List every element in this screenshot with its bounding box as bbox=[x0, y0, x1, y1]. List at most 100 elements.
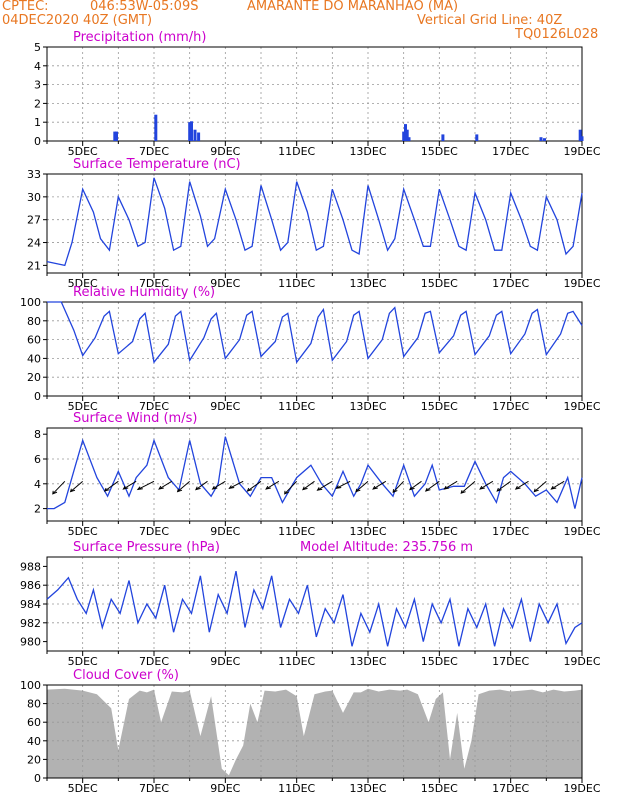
x-tick-label-cloud: 13DEC bbox=[349, 782, 386, 795]
panel-frame-rh bbox=[46, 301, 583, 397]
wind-arrow-head bbox=[284, 490, 289, 495]
wind-arrow-head bbox=[443, 485, 450, 490]
x-tick-label-wind: 9DEC bbox=[210, 525, 240, 538]
y-tick-label-rh: 60 bbox=[27, 334, 41, 347]
y-tick-label-cloud: 80 bbox=[27, 698, 41, 711]
wind-arrow-head bbox=[409, 486, 415, 491]
wind-arrow-head bbox=[302, 486, 308, 491]
x-tick-label-rh: 19DEC bbox=[563, 400, 600, 413]
y-tick-label-precip: 0 bbox=[34, 135, 41, 148]
precip-bar bbox=[441, 134, 445, 141]
panel-title-rh: Relative Humidity (%) bbox=[73, 285, 215, 300]
precip-bar bbox=[580, 136, 584, 141]
x-tick-label-wind: 13DEC bbox=[349, 525, 386, 538]
y-tick-label-wind: 6 bbox=[34, 453, 41, 466]
cloud-cover-area bbox=[47, 688, 582, 778]
header-location: AMARANTE DO MARANHAO (MA) bbox=[247, 0, 459, 14]
x-tick-label-press: 17DEC bbox=[492, 655, 529, 668]
y-tick-label-cloud: 60 bbox=[27, 716, 41, 729]
x-tick-label-wind: 17DEC bbox=[492, 525, 529, 538]
precip-bar bbox=[190, 121, 193, 141]
wind-arrow-shaft bbox=[409, 480, 422, 491]
y-tick-label-press: 980 bbox=[20, 636, 41, 649]
wind-arrow-shaft bbox=[158, 480, 173, 490]
wind-arrow-shaft bbox=[496, 480, 511, 492]
precip-bar bbox=[475, 134, 479, 141]
x-tick-label-rh: 17DEC bbox=[492, 400, 529, 413]
panel-frame-cloud bbox=[46, 684, 583, 779]
y-tick-label-precip: 5 bbox=[34, 41, 41, 54]
x-tick-label-wind: 5DEC bbox=[68, 525, 98, 538]
wind-arrow-head bbox=[355, 488, 361, 493]
x-tick-label-precip: 15DEC bbox=[421, 145, 458, 158]
wind-arrow-shaft bbox=[104, 480, 119, 492]
header-source: CPTEC: bbox=[2, 0, 49, 14]
y-tick-label-rh: 80 bbox=[27, 315, 41, 328]
y-tick-label-cloud: 40 bbox=[27, 735, 41, 748]
x-tick-label-wind: 11DEC bbox=[278, 525, 315, 538]
x-tick-label-press: 9DEC bbox=[210, 655, 240, 668]
precip-bar bbox=[113, 131, 117, 141]
wind-arrow-shaft bbox=[195, 480, 208, 491]
x-tick-label-precip: 5DEC bbox=[68, 145, 98, 158]
precip-bar bbox=[197, 132, 201, 141]
panel-title-press: Surface Pressure (hPa) bbox=[73, 540, 220, 555]
y-tick-label-precip: 3 bbox=[34, 79, 41, 92]
wind-arrow-head bbox=[52, 490, 58, 495]
y-tick-label-precip: 2 bbox=[34, 97, 41, 110]
precip-bar bbox=[154, 114, 158, 141]
panel-title-wind: Surface Wind (m/s) bbox=[73, 411, 197, 426]
x-tick-label-rh: 13DEC bbox=[349, 400, 386, 413]
panel-subtitle-press: Model Altitude: 235.756 m bbox=[300, 540, 473, 555]
x-tick-label-rh: 9DEC bbox=[210, 400, 240, 413]
x-tick-label-cloud: 17DEC bbox=[492, 782, 529, 795]
rh-series-line bbox=[47, 301, 583, 364]
x-tick-label-rh: 5DEC bbox=[68, 400, 98, 413]
x-tick-label-temp: 11DEC bbox=[278, 277, 315, 290]
y-tick-label-cloud: 20 bbox=[27, 753, 41, 766]
wind-arrow-head bbox=[69, 488, 76, 493]
x-tick-label-temp: 9DEC bbox=[210, 277, 240, 290]
panel-title-temp: Surface Temperature (nC) bbox=[73, 157, 241, 172]
x-tick-label-temp: 7DEC bbox=[139, 277, 169, 290]
wind-arrow-shaft bbox=[229, 480, 244, 489]
wind-arrow-head bbox=[265, 485, 271, 490]
y-tick-label-precip: 1 bbox=[34, 116, 41, 129]
wind-arrow-head bbox=[136, 486, 143, 491]
y-tick-label-press: 984 bbox=[20, 598, 41, 611]
wind-arrow-shaft bbox=[212, 480, 226, 490]
x-tick-label-press: 19DEC bbox=[563, 655, 600, 668]
x-tick-label-temp: 19DEC bbox=[563, 277, 600, 290]
wind-arrow-head bbox=[372, 485, 378, 490]
x-tick-label-wind: 7DEC bbox=[139, 525, 169, 538]
wind-arrow-shaft bbox=[265, 480, 280, 490]
x-tick-label-temp: 17DEC bbox=[492, 277, 529, 290]
wind-arrow-head bbox=[246, 487, 253, 492]
wind-arrow-shaft bbox=[533, 480, 547, 492]
y-tick-label-rh: 0 bbox=[34, 390, 41, 403]
x-tick-label-cloud: 15DEC bbox=[421, 782, 458, 795]
wind-arrow-shaft bbox=[392, 480, 405, 493]
panel-title-precip: Precipitation (mm/h) bbox=[73, 30, 206, 45]
wind-arrow-head bbox=[158, 485, 164, 490]
wind-arrow-shaft bbox=[355, 480, 369, 492]
wind-arrow-shaft bbox=[302, 480, 315, 491]
wind-arrow-shaft bbox=[177, 480, 190, 492]
x-tick-label-precip: 17DEC bbox=[492, 145, 529, 158]
header-coords: 046:53W-05:09S bbox=[90, 0, 199, 14]
x-tick-label-press: 7DEC bbox=[139, 655, 169, 668]
wind-arrow-head bbox=[424, 487, 431, 492]
precip-bar bbox=[543, 138, 546, 141]
x-tick-label-press: 15DEC bbox=[421, 655, 458, 668]
wind-arrow-head bbox=[533, 488, 539, 493]
y-tick-label-wind: 8 bbox=[34, 428, 41, 441]
precip-bar bbox=[115, 131, 118, 141]
x-tick-label-precip: 7DEC bbox=[139, 145, 169, 158]
x-tick-label-temp: 15DEC bbox=[421, 277, 458, 290]
x-tick-label-rh: 15DEC bbox=[421, 400, 458, 413]
y-tick-label-press: 982 bbox=[20, 617, 41, 630]
wind-arrow-shaft bbox=[70, 480, 83, 492]
header-grid-note: Vertical Grid Line: 40Z bbox=[417, 13, 563, 28]
wind-arrow-head bbox=[211, 485, 218, 490]
